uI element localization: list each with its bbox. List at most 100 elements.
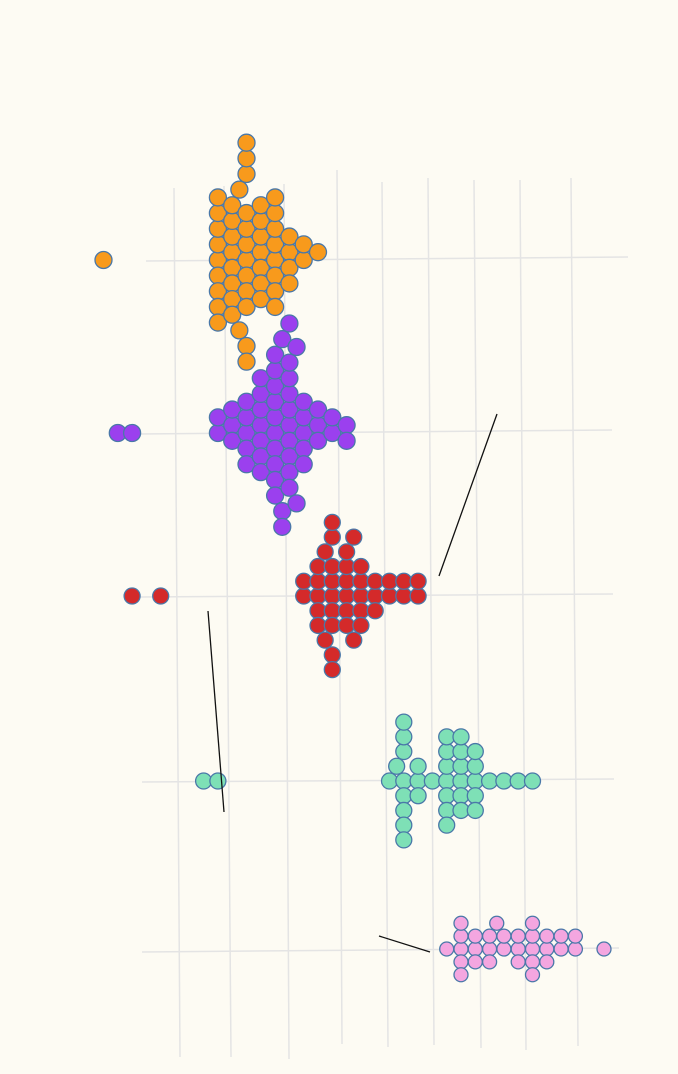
data-point	[265, 297, 285, 317]
data-point	[323, 616, 341, 635]
data-point	[294, 235, 313, 254]
data-point	[223, 196, 242, 215]
data-point	[467, 928, 483, 944]
data-point	[510, 954, 526, 970]
data-point	[366, 602, 384, 620]
series-1	[94, 133, 328, 371]
data-point	[337, 431, 356, 450]
data-point	[251, 196, 270, 215]
data-point	[495, 772, 513, 790]
data-point	[423, 772, 442, 790]
data-point	[208, 313, 228, 332]
annotations	[207, 413, 498, 953]
data-point	[308, 431, 328, 450]
data-point	[395, 801, 413, 820]
data-point	[452, 757, 470, 775]
data-point	[395, 587, 413, 605]
data-point	[294, 455, 313, 474]
outlier-point	[194, 772, 213, 790]
data-point	[345, 631, 363, 649]
data-point	[466, 787, 484, 805]
data-point	[481, 928, 498, 944]
series-4	[194, 713, 542, 849]
data-point	[208, 188, 228, 207]
data-point	[496, 928, 512, 944]
data-point	[510, 941, 526, 957]
data-point	[223, 400, 242, 419]
data-point	[280, 274, 299, 293]
data-point	[323, 513, 341, 532]
data-point	[524, 954, 541, 970]
outlier-point	[152, 587, 170, 605]
data-point	[539, 954, 555, 970]
data-point	[280, 314, 299, 333]
vertical-gridline	[473, 179, 482, 1049]
data-point	[337, 616, 356, 635]
data-point	[237, 164, 256, 184]
data-point	[295, 587, 313, 605]
data-point	[265, 188, 285, 207]
vertical-gridline	[519, 179, 527, 1051]
data-point	[395, 728, 413, 746]
data-point	[265, 203, 285, 223]
data-point	[452, 772, 470, 790]
data-point	[380, 572, 399, 590]
data-point	[237, 455, 256, 474]
data-point	[237, 352, 256, 371]
data-point	[567, 941, 584, 957]
data-point	[395, 787, 413, 805]
data-point	[237, 133, 256, 152]
data-point	[323, 408, 342, 427]
outlier-point	[94, 250, 113, 270]
data-point	[323, 557, 341, 576]
data-point	[553, 941, 569, 957]
data-point	[438, 757, 456, 775]
data-point	[280, 478, 299, 497]
data-point	[337, 557, 356, 576]
data-point	[223, 305, 242, 324]
vertical-gridline	[173, 187, 181, 1058]
data-point	[523, 772, 542, 790]
outlier-point	[123, 587, 141, 605]
data-point	[466, 801, 484, 820]
data-point	[309, 587, 327, 605]
data-point	[524, 941, 541, 957]
data-point	[337, 572, 356, 590]
data-point	[524, 928, 541, 944]
data-point	[395, 831, 413, 849]
data-point	[380, 772, 399, 790]
data-point	[409, 787, 427, 805]
vertical-gridline	[223, 185, 232, 1058]
data-point	[280, 227, 299, 246]
data-point	[366, 587, 384, 605]
data-point	[466, 757, 484, 775]
data-point	[438, 742, 456, 761]
data-point	[467, 941, 483, 957]
data-point	[481, 954, 498, 970]
data-point	[395, 772, 413, 790]
data-point	[237, 149, 256, 168]
data-point	[352, 616, 370, 635]
data-point	[438, 801, 456, 820]
series-2	[108, 314, 356, 536]
data-point	[273, 330, 292, 349]
data-point	[316, 543, 334, 561]
data-point	[323, 602, 341, 620]
data-point	[352, 602, 370, 620]
data-point	[251, 369, 270, 388]
data-point	[237, 392, 256, 411]
data-point	[524, 915, 541, 931]
data-point	[466, 772, 484, 790]
outlier-point	[122, 423, 142, 443]
data-point	[509, 772, 527, 790]
data-point	[237, 203, 256, 223]
data-point	[438, 728, 456, 746]
data-point	[323, 528, 341, 546]
data-point	[453, 915, 469, 931]
data-point	[453, 954, 469, 970]
data-point	[230, 180, 249, 199]
data-point	[337, 602, 356, 620]
data-point	[453, 967, 469, 983]
data-point	[352, 557, 370, 576]
data-point	[251, 289, 270, 309]
